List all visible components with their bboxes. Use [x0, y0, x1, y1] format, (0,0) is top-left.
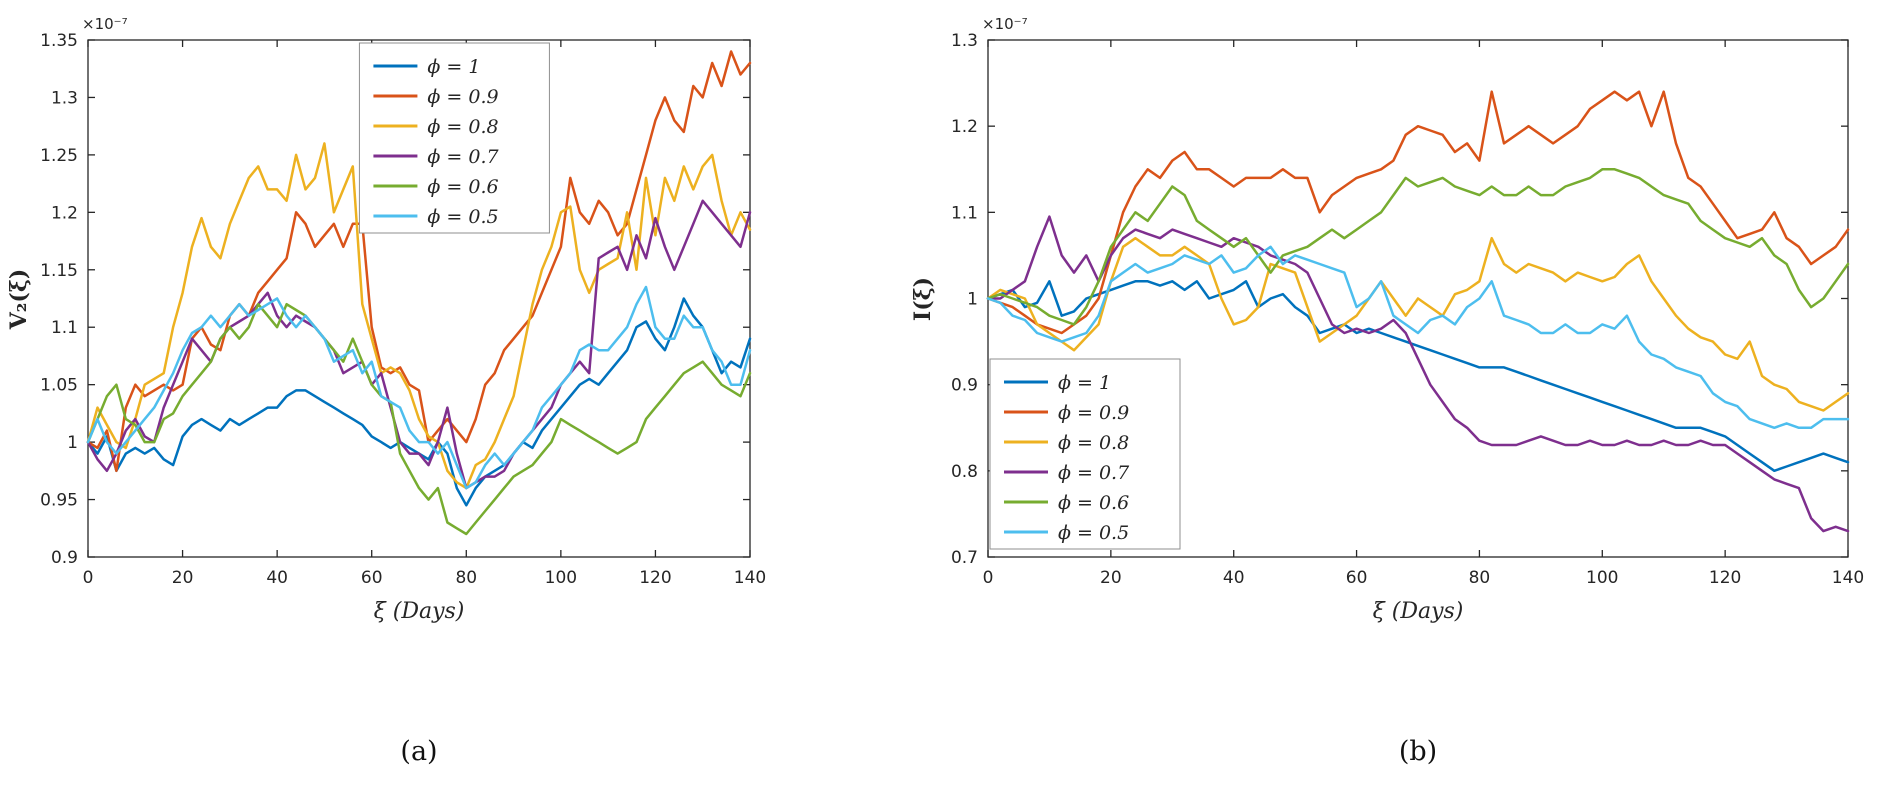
- y-tick-label: 1.1: [951, 203, 978, 223]
- x-tick-label: 80: [455, 568, 477, 588]
- legend-label: ϕ = 0.5: [1058, 522, 1129, 544]
- y-tick-label: 0.7: [951, 548, 978, 568]
- y-tick-label: 0.9: [51, 548, 78, 568]
- x-tick-label: 80: [1469, 568, 1491, 588]
- panel-a-y-axis-label: V₂(ξ): [6, 269, 32, 331]
- y-tick-label: 0.95: [40, 491, 78, 511]
- x-tick-label: 120: [639, 568, 671, 588]
- legend-box: [358, 42, 550, 234]
- legend-label: ϕ = 0.7: [1058, 462, 1130, 484]
- x-tick-label: 120: [1709, 568, 1741, 588]
- y-tick-label: 1.25: [40, 146, 78, 166]
- y-tick-label: 0.8: [951, 462, 978, 482]
- legend-item: ϕ = 0.5: [373, 206, 499, 228]
- x-tick-label: 20: [1100, 568, 1122, 588]
- x-tick-label: 0: [983, 568, 994, 588]
- series-line-phi-0-6: [986, 168, 1850, 326]
- panel-b-axes: 0 20 40 60 80 100 120 140 0.7 0.8 0.9 1 1.1 1.2 1.3 ϕ =…: [951, 31, 1864, 588]
- y-tick-label: 1.3: [951, 31, 978, 51]
- legend-item: ϕ = 0.9: [1004, 402, 1129, 424]
- x-tick-label: 40: [1223, 568, 1245, 588]
- x-tick-label: 60: [361, 568, 383, 588]
- x-tick-label: 100: [1586, 568, 1618, 588]
- legend-item: ϕ = 0.7: [373, 146, 499, 168]
- series-line-phi-0-5: [986, 245, 1850, 430]
- legend-label: ϕ = 0.8: [427, 116, 498, 138]
- y-tick-label: 1.1: [51, 318, 78, 338]
- x-tick-label: 20: [172, 568, 194, 588]
- panel-a-x-axis-label: ξ (Days): [374, 599, 465, 624]
- x-tick-label: 40: [266, 568, 288, 588]
- series-line-phi-0-5: [86, 285, 752, 490]
- x-tick-label: 0: [83, 568, 94, 588]
- legend-label: ϕ = 0.9: [1058, 402, 1129, 424]
- figure-canvas: 0 20 40 60 80 100 120 1400.90.9511.051.11.151.2…: [6, 15, 1864, 767]
- y-tick-label: 1: [967, 290, 978, 310]
- y-tick-label: 1.2: [951, 117, 978, 137]
- series-line-phi-0-6: [86, 302, 752, 536]
- legend-item: ϕ = 1: [373, 56, 480, 78]
- panel-b-y-axis-label: I(ξ): [910, 277, 936, 321]
- series-line-phi-1: [86, 297, 752, 507]
- legend-item: ϕ = 0.5: [1004, 522, 1129, 544]
- axes-box: [87, 39, 751, 558]
- panel-b-y-offset-label: ×10⁻⁷: [982, 15, 1028, 33]
- panel-a-caption: (a): [400, 736, 437, 767]
- legend-box: [989, 358, 1181, 550]
- series-line-phi-0-9: [986, 90, 1850, 335]
- panel-b-x-axis-label: ξ (Days): [1373, 599, 1464, 624]
- x-tick-label: 100: [545, 568, 577, 588]
- legend-item: ϕ = 0.6: [1004, 492, 1129, 514]
- y-tick-label: 1.35: [40, 31, 78, 51]
- legend-label: ϕ = 1: [1058, 372, 1111, 394]
- dual-line-chart-figure: 0 20 40 60 80 100 120 140 0.9 0.95 1 1.05 1.1 1.15 1.2…: [0, 12, 1893, 784]
- y-tick-label: 1.2: [51, 203, 78, 223]
- series-line-phi-1: [986, 280, 1850, 473]
- series-line-phi-0-8: [86, 142, 752, 490]
- panel-a-y-offset-label: ×10⁻⁷: [82, 15, 128, 33]
- legend: ϕ = 1 ϕ = 0.9 ϕ = 0.8 ϕ = 0.7 ϕ = 0.6 ϕ = 0.5: [358, 42, 550, 234]
- legend-label: ϕ = 0.7: [427, 146, 499, 168]
- legend-label: ϕ = 1: [427, 56, 480, 78]
- legend: ϕ = 1 ϕ = 0.9 ϕ = 0.8 ϕ = 0.7 ϕ = 0.6 ϕ = 0.5: [989, 358, 1181, 550]
- legend-item: ϕ = 0.9: [373, 86, 499, 108]
- legend-label: ϕ = 0.6: [427, 176, 498, 198]
- x-tick-label: 60: [1346, 568, 1368, 588]
- panel-b-caption: (b): [1399, 736, 1437, 767]
- y-tick-label: 1.15: [40, 261, 78, 281]
- legend-item: ϕ = 0.6: [373, 176, 499, 198]
- series-line-phi-0-7: [86, 199, 752, 490]
- y-tick-label: 0.9: [951, 376, 978, 396]
- y-tick-label: 1.3: [51, 88, 78, 108]
- y-tick-label: 1.05: [40, 376, 78, 396]
- legend-item: ϕ = 0.8: [1004, 432, 1129, 454]
- legend-item: ϕ = 0.8: [373, 116, 499, 138]
- legend-item: ϕ = 1: [1004, 372, 1111, 394]
- legend-label: ϕ = 0.8: [1058, 432, 1129, 454]
- panel-a-axes: 0 20 40 60 80 100 120 140 0.9 0.95 1 1.05 1.1 1.15 1.2…: [40, 31, 766, 588]
- legend-item: ϕ = 0.7: [1004, 462, 1130, 484]
- y-tick-label: 1: [67, 433, 78, 453]
- x-tick-label: 140: [734, 568, 766, 588]
- legend-label: ϕ = 0.6: [1058, 492, 1129, 514]
- x-tick-label: 140: [1832, 568, 1864, 588]
- series-line-phi-0-7: [986, 215, 1850, 533]
- legend-label: ϕ = 0.5: [427, 206, 498, 228]
- legend-label: ϕ = 0.9: [427, 86, 498, 108]
- series-line-phi-0-9: [86, 50, 752, 473]
- series-line-phi-0-8: [986, 236, 1850, 412]
